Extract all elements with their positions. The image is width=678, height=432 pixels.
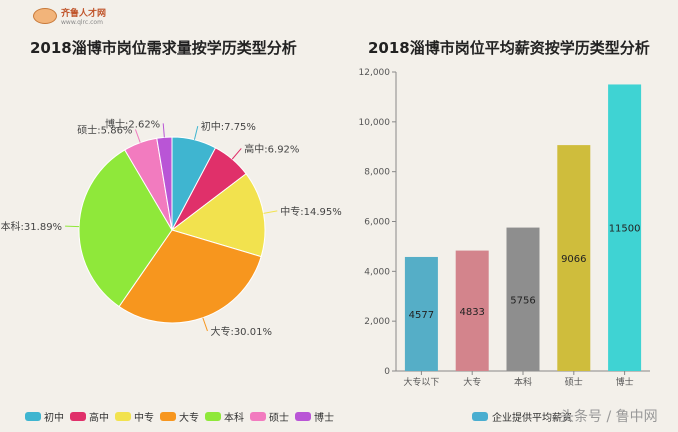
- slice-leader-line: [65, 225, 80, 228]
- legend-label: 大专: [179, 413, 199, 424]
- legend-label: 硕士: [269, 413, 289, 424]
- frog-logo-icon: [33, 8, 57, 24]
- legend-item[interactable]: 本科: [205, 409, 244, 424]
- slice-label: 本科:31.89%: [1, 220, 63, 233]
- slice-leader-line: [193, 126, 199, 140]
- slice-leader-line: [263, 210, 278, 214]
- y-tick-label: 10,000: [359, 118, 391, 128]
- legend-item[interactable]: 硕士: [250, 409, 289, 424]
- bar-value-label: 11500: [609, 224, 641, 235]
- pie-legend: 初中 高中 中专 大专 本科 硕士 博士: [25, 409, 334, 424]
- bar-3[interactable]: [557, 145, 591, 371]
- watermark: 头条号 / 鲁中网: [560, 409, 658, 425]
- legend-item[interactable]: 博士: [295, 409, 334, 424]
- legend-label: 企业提供平均薪资: [492, 413, 572, 424]
- y-tick-label: 4,000: [364, 267, 390, 277]
- legend-label: 博士: [314, 413, 334, 424]
- legend-swatch: [70, 412, 86, 421]
- y-tick-label: 6,000: [364, 218, 390, 228]
- y-tick-label: 2,000: [364, 317, 390, 327]
- legend-item[interactable]: 中专: [115, 409, 154, 424]
- pie-slice-4[interactable]: [78, 149, 173, 308]
- bar-value-label: 4833: [459, 307, 484, 318]
- legend-swatch: [205, 412, 221, 421]
- slice-label: 大专:30.01%: [210, 325, 272, 338]
- bar-1[interactable]: [455, 250, 489, 371]
- legend-swatch: [25, 412, 41, 421]
- bar-0[interactable]: [404, 256, 438, 371]
- logo: 齐鲁人才网 www.qlrc.com: [33, 6, 106, 26]
- x-tick-label: 本科: [514, 376, 532, 388]
- bar-legend[interactable]: 企业提供平均薪资: [472, 409, 572, 424]
- slice-leader-line: [162, 123, 165, 138]
- legend-swatch: [160, 412, 176, 421]
- slice-leader-line: [134, 129, 141, 143]
- legend-label: 初中: [44, 413, 64, 424]
- bar-2[interactable]: [506, 227, 540, 371]
- legend-label: 高中: [89, 413, 109, 424]
- slice-label: 初中:7.75%: [201, 120, 256, 133]
- legend-item[interactable]: 高中: [70, 409, 109, 424]
- pie-title: 2018淄博市岗位需求量按学历类型分析: [30, 39, 297, 57]
- logo-url: www.qlrc.com: [61, 19, 103, 26]
- bar-value-label: 9066: [561, 254, 586, 265]
- x-tick-label: 大专以下: [403, 376, 439, 388]
- y-tick-label: 0: [384, 367, 390, 377]
- pie-slice-3[interactable]: [118, 229, 262, 324]
- legend-swatch: [472, 412, 488, 421]
- x-tick-label: 硕士: [565, 376, 583, 388]
- slice-label: 硕士:5.86%: [77, 123, 132, 136]
- logo-name: 齐鲁人才网: [61, 9, 107, 19]
- x-tick-label: 大专: [463, 376, 481, 388]
- x-tick-label: 博士: [616, 376, 634, 388]
- slice-label: 高中:6.92%: [244, 142, 299, 155]
- slice-leader-line: [202, 317, 208, 332]
- legend-swatch: [250, 412, 266, 421]
- bar-value-label: 4577: [409, 310, 434, 321]
- legend-swatch: [115, 412, 131, 421]
- legend-item[interactable]: 初中: [25, 409, 64, 424]
- slice-leader-line: [231, 148, 242, 160]
- legend-label: 本科: [224, 413, 244, 424]
- bar-value-label: 5756: [510, 295, 535, 306]
- slice-label: 博士:2.62%: [105, 117, 160, 130]
- legend-swatch: [295, 412, 311, 421]
- y-tick-label: 12,000: [359, 68, 391, 78]
- legend-label: 中专: [134, 413, 154, 424]
- slice-label: 中专:14.95%: [280, 205, 342, 218]
- bar-4[interactable]: [608, 84, 642, 371]
- pie-slice-2[interactable]: [170, 173, 266, 258]
- y-tick-label: 8,000: [364, 168, 390, 178]
- legend-item[interactable]: 大专: [160, 409, 199, 424]
- bar-title: 2018淄博市岗位平均薪资按学历类型分析: [368, 39, 650, 57]
